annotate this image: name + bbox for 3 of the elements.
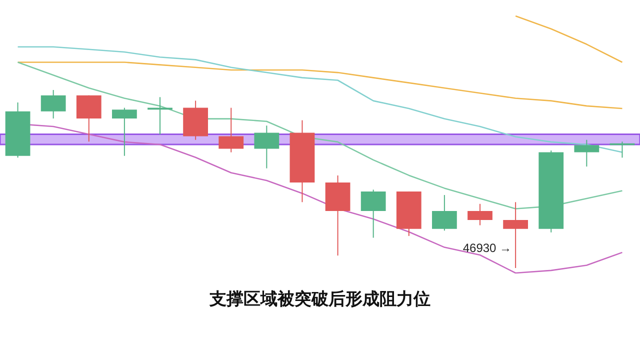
candlestick — [503, 202, 528, 268]
annotation: 46930 → — [462, 241, 512, 255]
text: 支撑区域被突破后形成阻力位 — [208, 290, 430, 310]
